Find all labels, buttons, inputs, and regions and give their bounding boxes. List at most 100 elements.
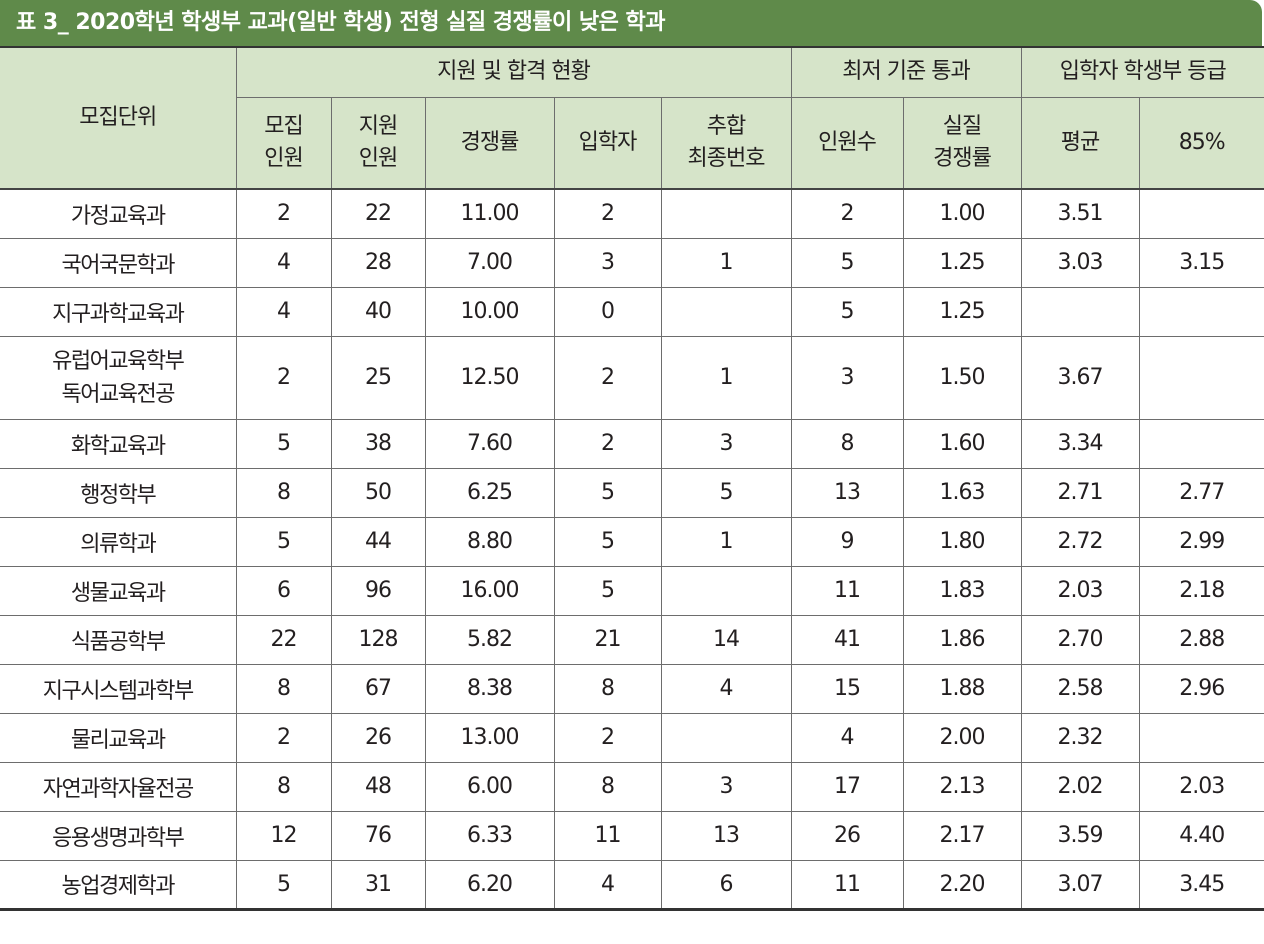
table-row: 지구과학교육과 4 40 10.00 0 5 1.25 (0, 286, 1264, 337)
cell-admit: 11 (553, 810, 662, 861)
cell-real-rate: 2.00 (902, 712, 1022, 763)
cell-extra: 3 (660, 418, 792, 469)
cell-85: 2.96 (1138, 663, 1264, 714)
table-row: 국어국문학과 4 28 7.00 3 1 5 1.25 3.03 3.15 (0, 237, 1264, 288)
cell-recruit: 4 (235, 237, 332, 288)
cell-avg: 2.71 (1020, 467, 1140, 518)
cell-recruit: 12 (235, 810, 332, 861)
cell-recruit: 4 (235, 286, 332, 337)
cell-pass: 5 (790, 286, 904, 337)
cell-apply: 38 (330, 418, 426, 469)
cell-recruit: 5 (235, 859, 332, 911)
cell-extra: 6 (660, 859, 792, 911)
cell-admit: 8 (553, 663, 662, 714)
cell-admit: 4 (553, 859, 662, 911)
cell-unit: 지구과학교육과 (0, 286, 237, 337)
cell-real-rate: 1.63 (902, 467, 1022, 518)
cell-pass: 3 (790, 335, 904, 420)
table-row: 지구시스템과학부 8 67 8.38 8 4 15 1.88 2.58 2.96 (0, 663, 1264, 714)
cell-apply: 50 (330, 467, 426, 518)
cell-apply: 31 (330, 859, 426, 911)
header-real-rate: 실질 경쟁률 (902, 96, 1022, 190)
cell-85 (1138, 335, 1264, 420)
table-row: 의류학과 5 44 8.80 5 1 9 1.80 2.72 2.99 (0, 516, 1264, 567)
header-admit: 입학자 (553, 96, 662, 190)
table-row: 행정학부 8 50 6.25 5 5 13 1.63 2.71 2.77 (0, 467, 1264, 518)
cell-apply: 44 (330, 516, 426, 567)
cell-recruit: 2 (235, 335, 332, 420)
cell-real-rate: 2.13 (902, 761, 1022, 812)
cell-extra: 14 (660, 614, 792, 665)
cell-avg: 3.67 (1020, 335, 1140, 420)
cell-real-rate: 1.83 (902, 565, 1022, 616)
cell-85: 3.45 (1138, 859, 1264, 911)
cell-apply: 40 (330, 286, 426, 337)
cell-real-rate: 1.60 (902, 418, 1022, 469)
cell-unit: 자연과학자율전공 (0, 761, 237, 812)
cell-85 (1138, 418, 1264, 469)
cell-extra (660, 188, 792, 239)
table-row: 응용생명과학부 12 76 6.33 11 13 26 2.17 3.59 4.… (0, 810, 1264, 861)
cell-unit: 유럽어교육학부 독어교육전공 (0, 335, 237, 420)
cell-unit: 지구시스템과학부 (0, 663, 237, 714)
header-recruit: 모집 인원 (235, 96, 332, 190)
cell-apply: 26 (330, 712, 426, 763)
cell-real-rate: 1.25 (902, 286, 1022, 337)
cell-pass: 11 (790, 859, 904, 911)
cell-rate: 6.20 (424, 859, 555, 911)
cell-pass: 26 (790, 810, 904, 861)
cell-apply: 128 (330, 614, 426, 665)
cell-real-rate: 1.00 (902, 188, 1022, 239)
cell-85 (1138, 286, 1264, 337)
cell-rate: 10.00 (424, 286, 555, 337)
cell-85: 2.99 (1138, 516, 1264, 567)
cell-admit: 21 (553, 614, 662, 665)
cell-recruit: 22 (235, 614, 332, 665)
header-rate: 경쟁률 (424, 96, 555, 190)
cell-extra: 13 (660, 810, 792, 861)
cell-recruit: 2 (235, 188, 332, 239)
cell-extra: 1 (660, 237, 792, 288)
cell-pass: 2 (790, 188, 904, 239)
cell-real-rate: 2.17 (902, 810, 1022, 861)
table-row: 화학교육과 5 38 7.60 2 3 8 1.60 3.34 (0, 418, 1264, 469)
cell-pass: 17 (790, 761, 904, 812)
cell-admit: 2 (553, 418, 662, 469)
cell-unit: 생물교육과 (0, 565, 237, 616)
cell-avg: 3.51 (1020, 188, 1140, 239)
cell-rate: 11.00 (424, 188, 555, 239)
cell-unit: 가정교육과 (0, 188, 237, 239)
table-title-bar: 표 3_ 2020학년 학생부 교과(일반 학생) 전형 실질 경쟁률이 낮은 … (0, 0, 1262, 46)
cell-unit: 식품공학부 (0, 614, 237, 665)
table-row: 물리교육과 2 26 13.00 2 4 2.00 2.32 (0, 712, 1264, 763)
cell-pass: 41 (790, 614, 904, 665)
cell-rate: 5.82 (424, 614, 555, 665)
cell-admit: 8 (553, 761, 662, 812)
cell-rate: 7.00 (424, 237, 555, 288)
table-row: 생물교육과 6 96 16.00 5 11 1.83 2.03 2.18 (0, 565, 1264, 616)
cell-recruit: 6 (235, 565, 332, 616)
table-row: 농업경제학과 5 31 6.20 4 6 11 2.20 3.07 3.45 (0, 859, 1264, 911)
header-apply: 지원 인원 (330, 96, 426, 190)
cell-apply: 28 (330, 237, 426, 288)
cell-unit: 응용생명과학부 (0, 810, 237, 861)
cell-recruit: 5 (235, 516, 332, 567)
cell-avg: 3.07 (1020, 859, 1140, 911)
cell-rate: 6.00 (424, 761, 555, 812)
cell-extra (660, 712, 792, 763)
cell-avg: 2.32 (1020, 712, 1140, 763)
cell-recruit: 8 (235, 663, 332, 714)
cell-admit: 3 (553, 237, 662, 288)
cell-pass: 15 (790, 663, 904, 714)
cell-apply: 67 (330, 663, 426, 714)
cell-extra: 1 (660, 516, 792, 567)
cell-real-rate: 2.20 (902, 859, 1022, 911)
cell-pass: 4 (790, 712, 904, 763)
cell-recruit: 2 (235, 712, 332, 763)
cell-unit: 의류학과 (0, 516, 237, 567)
cell-apply: 96 (330, 565, 426, 616)
cell-admit: 2 (553, 335, 662, 420)
cell-recruit: 8 (235, 761, 332, 812)
cell-pass: 9 (790, 516, 904, 567)
cell-real-rate: 1.88 (902, 663, 1022, 714)
